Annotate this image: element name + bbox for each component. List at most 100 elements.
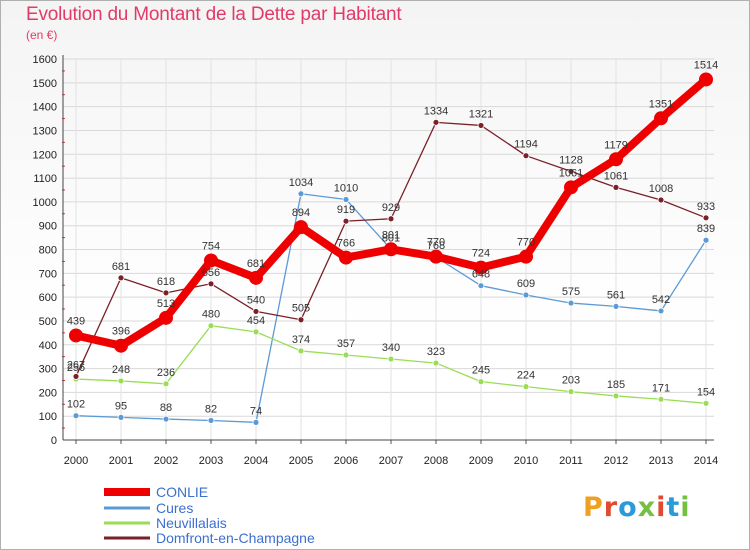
data-label: 801 xyxy=(382,232,400,244)
y-tick-label: 100 xyxy=(39,411,57,423)
data-point xyxy=(564,180,578,195)
data-label: 88 xyxy=(160,402,172,414)
y-tick-label: 1500 xyxy=(33,78,57,90)
data-label: 203 xyxy=(562,375,580,387)
data-point xyxy=(612,303,620,310)
data-point xyxy=(297,190,305,198)
data-label: 340 xyxy=(382,342,400,354)
data-label: 754 xyxy=(202,240,220,252)
data-label: 154 xyxy=(697,386,715,398)
x-tick-label: 2003 xyxy=(199,455,223,467)
data-point xyxy=(612,183,620,191)
y-tick-label: 1600 xyxy=(33,54,57,66)
data-label: 248 xyxy=(112,364,130,376)
data-label: 396 xyxy=(112,326,130,338)
data-point xyxy=(657,307,665,315)
data-point xyxy=(699,72,713,87)
data-label: 542 xyxy=(652,294,670,306)
data-point xyxy=(252,328,260,336)
x-tick-label: 2008 xyxy=(424,455,448,467)
data-label: 1061 xyxy=(559,167,583,179)
data-point xyxy=(522,383,530,391)
proxiti-logo: Proxiti xyxy=(583,492,691,523)
data-point xyxy=(612,392,620,400)
x-tick-label: 2011 xyxy=(559,455,583,467)
x-tick-label: 2000 xyxy=(64,455,88,467)
data-point xyxy=(207,417,215,424)
data-label: 1128 xyxy=(559,154,583,166)
data-label: 1514 xyxy=(694,59,718,71)
data-label: 267 xyxy=(67,359,85,371)
data-point xyxy=(69,328,83,343)
data-point xyxy=(429,249,443,264)
data-point xyxy=(657,395,665,403)
data-label: 1008 xyxy=(649,183,673,195)
logo-letter: o xyxy=(618,492,638,523)
data-point xyxy=(432,359,440,367)
data-label: 770 xyxy=(517,237,535,249)
x-tick-label: 2005 xyxy=(289,455,313,467)
data-point xyxy=(72,373,80,380)
data-label: 618 xyxy=(157,276,175,288)
data-point xyxy=(654,111,668,126)
data-point xyxy=(117,274,125,282)
logo-letter: P xyxy=(583,492,604,523)
data-label: 1010 xyxy=(334,182,358,194)
series-layer xyxy=(69,72,713,426)
data-point xyxy=(294,220,308,235)
x-tick-label: 2014 xyxy=(694,455,718,467)
data-label: 724 xyxy=(472,248,490,260)
y-tick-label: 500 xyxy=(39,316,57,328)
y-tick-label: 900 xyxy=(39,221,57,233)
data-label: 839 xyxy=(697,223,715,235)
y-tick-label: 1000 xyxy=(33,197,57,209)
series-domfront-en-champagne xyxy=(72,118,710,380)
data-point xyxy=(159,310,173,325)
data-point xyxy=(204,253,218,268)
data-point xyxy=(477,378,485,386)
data-point xyxy=(432,118,440,126)
data-label: 770 xyxy=(427,237,445,249)
data-point xyxy=(477,122,485,129)
data-label: 505 xyxy=(292,303,310,315)
y-tick-label: 0 xyxy=(51,435,57,447)
data-label: 454 xyxy=(247,315,265,327)
data-point xyxy=(249,270,263,285)
data-point xyxy=(387,215,395,223)
data-point xyxy=(477,282,485,290)
data-point xyxy=(387,355,395,363)
data-label: 894 xyxy=(292,207,310,219)
data-label: 439 xyxy=(67,315,85,327)
data-point xyxy=(207,322,215,330)
data-point xyxy=(474,260,488,275)
data-point xyxy=(342,217,350,225)
data-point xyxy=(297,347,305,355)
data-point xyxy=(207,280,215,288)
chart-title: Evolution du Montant de la Dette par Hab… xyxy=(26,4,402,25)
data-point xyxy=(522,152,530,160)
data-label: 480 xyxy=(202,309,220,321)
legend-label: CONLIE xyxy=(156,484,208,500)
data-label: 323 xyxy=(427,346,445,358)
x-tick-label: 2012 xyxy=(604,455,628,467)
data-point xyxy=(657,196,665,204)
x-tick-label: 2013 xyxy=(649,455,673,467)
x-tick-label: 2007 xyxy=(379,455,403,467)
legend: CONLIECuresNeuvillalaisDomfront-en-Champ… xyxy=(104,484,315,546)
data-point xyxy=(162,289,170,297)
data-label: 245 xyxy=(472,365,490,377)
data-label: 185 xyxy=(607,379,625,391)
legend-label: Cures xyxy=(156,500,193,516)
data-label: 681 xyxy=(112,261,130,273)
data-point xyxy=(609,152,623,167)
y-tick-label: 1400 xyxy=(33,102,57,114)
data-label: 919 xyxy=(337,204,355,216)
data-label: 656 xyxy=(202,267,220,279)
data-label: 1061 xyxy=(604,170,628,182)
legend-label: Domfront-en-Champagne xyxy=(156,530,315,546)
data-label: 256 xyxy=(67,362,85,374)
y-tick-label: 800 xyxy=(39,245,57,257)
data-label: 357 xyxy=(337,338,355,350)
data-point xyxy=(567,388,575,396)
